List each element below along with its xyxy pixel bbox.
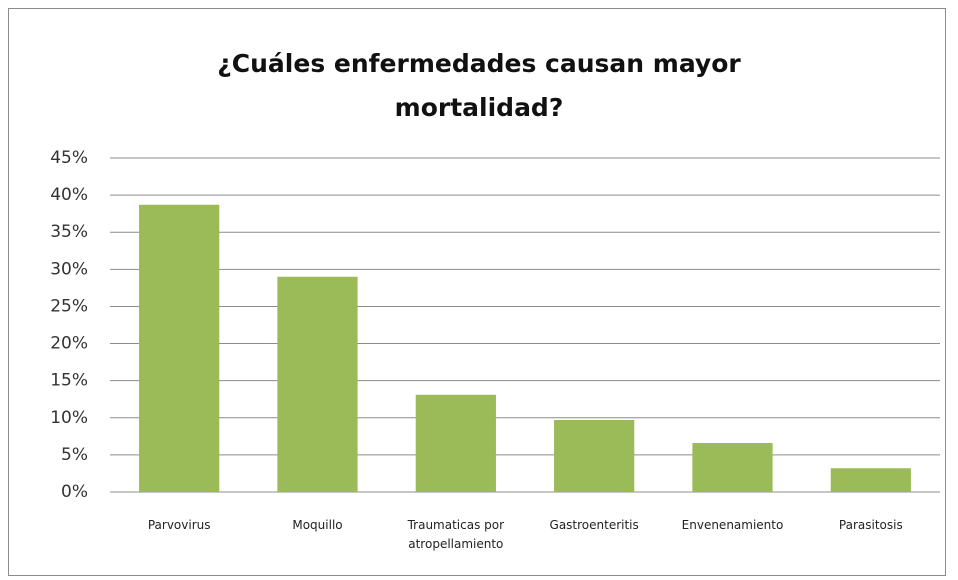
chart-frame bbox=[8, 8, 946, 576]
y-tick-label: 5% bbox=[61, 445, 88, 465]
bar bbox=[277, 276, 358, 492]
chart-title: ¿Cuáles enfermedades causan mayor mortal… bbox=[217, 49, 741, 122]
y-tick-label: 25% bbox=[50, 296, 88, 316]
y-tick-label: 0% bbox=[61, 482, 88, 502]
bar bbox=[415, 394, 496, 492]
y-tick-label: 40% bbox=[50, 185, 88, 205]
y-tick-label: 20% bbox=[50, 334, 88, 354]
x-tick-label: Parvovirus bbox=[147, 518, 211, 532]
bar bbox=[692, 443, 773, 492]
y-tick-label: 35% bbox=[50, 222, 88, 242]
y-tick-label: 15% bbox=[50, 371, 88, 391]
y-tick-label: 45% bbox=[50, 148, 88, 168]
x-tick-label: Envenenamiento bbox=[681, 518, 784, 532]
y-tick-label: 30% bbox=[50, 259, 88, 279]
y-tick-label: 10% bbox=[50, 408, 88, 428]
bar bbox=[139, 204, 220, 492]
x-tick-label: Parasitosis bbox=[838, 518, 903, 532]
bar bbox=[830, 468, 911, 492]
x-tick-label: Gastroenteritis bbox=[549, 518, 639, 532]
bar bbox=[554, 420, 635, 492]
x-tick-label: Moquillo bbox=[292, 518, 343, 532]
x-tick-label: Traumaticas por atropellamiento bbox=[407, 518, 505, 551]
